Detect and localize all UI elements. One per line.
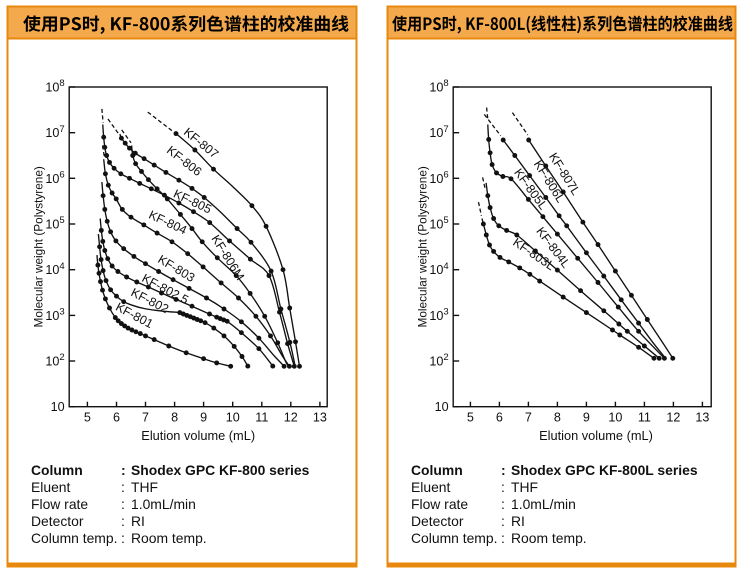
svg-text:Room temp.: Room temp. <box>511 530 587 546</box>
svg-text:8: 8 <box>554 411 561 425</box>
svg-text:11: 11 <box>255 411 268 425</box>
svg-text::: : <box>121 462 126 478</box>
svg-text:8: 8 <box>171 411 178 425</box>
svg-text::: : <box>501 513 505 529</box>
svg-text:13: 13 <box>313 411 327 425</box>
svg-text:Flow rate: Flow rate <box>31 496 88 512</box>
svg-text:Eluent: Eluent <box>411 479 451 495</box>
svg-text:11: 11 <box>638 411 651 425</box>
svg-text:Molecular weight (Polystyrene): Molecular weight (Polystyrene) <box>32 166 46 327</box>
svg-text:Shodex GPC KF-800 series: Shodex GPC KF-800 series <box>131 462 310 478</box>
svg-text:Column temp.: Column temp. <box>411 530 497 546</box>
svg-text::: : <box>121 479 125 495</box>
svg-text:THF: THF <box>131 479 158 495</box>
svg-text:RI: RI <box>131 513 145 529</box>
svg-text:Room temp.: Room temp. <box>131 530 207 546</box>
svg-text::: : <box>501 479 505 495</box>
svg-text:7: 7 <box>525 411 532 425</box>
svg-text:13: 13 <box>695 411 709 425</box>
svg-text:9: 9 <box>200 411 207 425</box>
svg-text::: : <box>501 462 506 478</box>
svg-text:12: 12 <box>284 411 298 425</box>
svg-text:6: 6 <box>496 411 503 425</box>
svg-text:10: 10 <box>435 400 449 414</box>
svg-text:Eluent: Eluent <box>31 479 71 495</box>
svg-text:THF: THF <box>511 479 538 495</box>
svg-text:10: 10 <box>608 411 622 425</box>
svg-text:Detector: Detector <box>411 513 464 529</box>
svg-text:Elution volume (mL): Elution volume (mL) <box>539 428 653 443</box>
svg-text::: : <box>121 513 125 529</box>
svg-text:RI: RI <box>511 513 525 529</box>
svg-text:6: 6 <box>113 411 120 425</box>
svg-text:1.0mL/min: 1.0mL/min <box>511 496 576 512</box>
svg-text:10: 10 <box>51 400 65 414</box>
svg-text:Column: Column <box>31 462 83 478</box>
svg-text:Molecular weight (Polystyrene): Molecular weight (Polystyrene) <box>416 166 430 327</box>
svg-text:10: 10 <box>226 411 240 425</box>
svg-text:Column temp.: Column temp. <box>31 530 117 546</box>
svg-text:5: 5 <box>84 411 91 425</box>
svg-text::: : <box>121 530 125 546</box>
svg-text:9: 9 <box>583 411 590 425</box>
svg-text:Shodex GPC KF-800L series: Shodex GPC KF-800L series <box>511 462 698 478</box>
svg-text::: : <box>501 530 505 546</box>
svg-text::: : <box>121 496 125 512</box>
svg-text:5: 5 <box>467 411 474 425</box>
svg-text:Flow rate: Flow rate <box>411 496 468 512</box>
svg-text:Elution volume (mL): Elution volume (mL) <box>141 428 255 443</box>
svg-text:Column: Column <box>411 462 463 478</box>
svg-text:1.0mL/min: 1.0mL/min <box>131 496 196 512</box>
svg-text:Detector: Detector <box>31 513 84 529</box>
svg-text:7: 7 <box>142 411 149 425</box>
svg-text::: : <box>501 496 505 512</box>
svg-text:12: 12 <box>666 411 680 425</box>
